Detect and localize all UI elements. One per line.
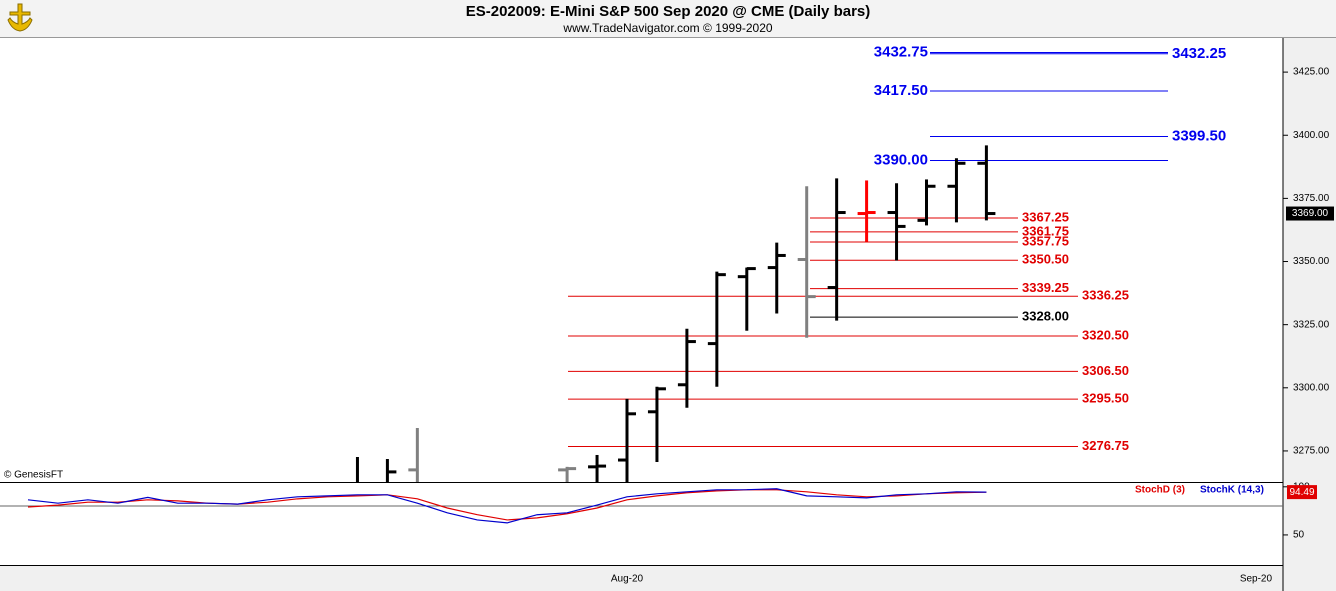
- level-label: 3320.50: [1082, 327, 1129, 342]
- x-axis-bg: [0, 565, 1283, 591]
- y-tick-label: 3350.00: [1293, 256, 1330, 267]
- level-label: 3350.50: [1022, 252, 1069, 267]
- last-value-box: [1287, 485, 1317, 500]
- level-label: 3336.25: [1082, 288, 1129, 303]
- y-tick-label: 3400.00: [1293, 130, 1330, 141]
- level-label: 3328.00: [1022, 309, 1069, 324]
- level-label: 3276.75: [1082, 438, 1129, 453]
- last-value-label: 94.49: [1289, 487, 1314, 498]
- chart-subtitle: www.TradeNavigator.com © 1999-2020: [562, 21, 772, 35]
- axis-bg: [1283, 37, 1336, 591]
- y-tick-label: 3425.00: [1293, 67, 1330, 78]
- level-label: 3306.50: [1082, 363, 1129, 378]
- plot-bg: [0, 37, 1283, 565]
- y-tick-label: 3300.00: [1293, 382, 1330, 393]
- stoch-line: [27, 489, 987, 521]
- level-label: 3390.00: [874, 151, 928, 168]
- stoch-lines: [27, 488, 987, 524]
- y-tick-label: 3275.00: [1293, 446, 1330, 457]
- level-label: 3432.75: [874, 44, 928, 61]
- y-tick-label: 3375.00: [1293, 193, 1330, 204]
- level-label: 3361.75: [1022, 223, 1069, 238]
- y-tick-label: 3325.00: [1293, 319, 1330, 330]
- level-label: 3432.25: [1172, 45, 1226, 62]
- stoch-line: [27, 488, 987, 524]
- level-label: 3367.25: [1022, 209, 1069, 224]
- x-tick-label: Sep-20: [1240, 574, 1273, 585]
- level-label: 3295.50: [1082, 391, 1129, 406]
- y-tick-label: 50: [1293, 530, 1305, 541]
- level-label: 3417.50: [874, 82, 928, 99]
- logo: [7, 3, 33, 32]
- watermark: © GenesisFT: [4, 470, 63, 481]
- header-bg: [0, 0, 1336, 37]
- chart-title: ES-202009: E-Mini S&P 500 Sep 2020 @ CME…: [466, 3, 871, 20]
- level-label: 3357.75: [1022, 233, 1069, 248]
- legend-entry: StochD (3): [1135, 485, 1185, 496]
- last-price-box: [1286, 206, 1334, 221]
- x-tick-label: Aug-20: [611, 574, 644, 585]
- level-label: 3399.50: [1172, 127, 1226, 144]
- last-price-label: 3369.00: [1292, 208, 1329, 219]
- level-label: 3339.25: [1022, 280, 1069, 295]
- legend-entry: StochK (14,3): [1200, 485, 1264, 496]
- price-bars: 3432.75 3432.25 3417.50 3399.50 3390.00 3367.…: [355, 44, 1226, 482]
